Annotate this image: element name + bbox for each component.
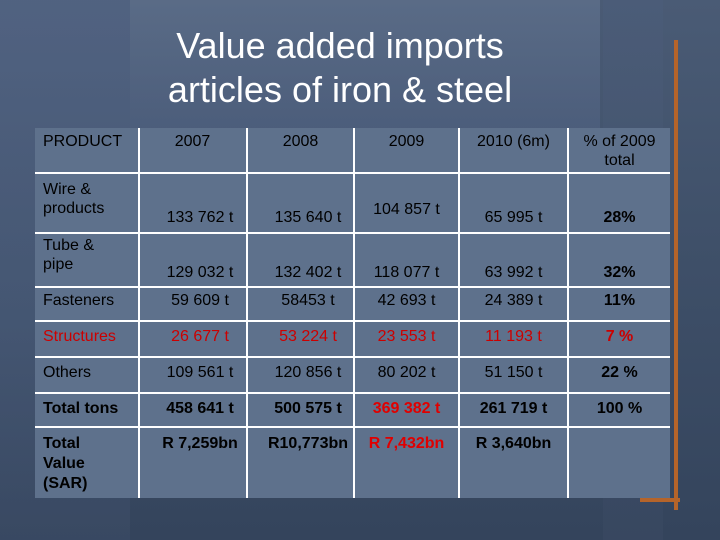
header-2008: 2008 [282, 133, 319, 150]
background-building-top [130, 0, 600, 130]
column-divider [458, 128, 460, 498]
cell-others-pct: 22 % [601, 364, 638, 381]
row-divider [35, 426, 670, 428]
row-divider [35, 356, 670, 358]
cell-tube-2008: 132 402 t [274, 264, 342, 281]
cell-total-value-2010: R 3,640bn [475, 435, 552, 452]
cell-tube-pct: 32% [603, 264, 636, 281]
cell-total-value-2007: R 7,259bn [162, 435, 238, 452]
column-divider [567, 128, 569, 498]
row-divider [35, 232, 670, 234]
row-divider [35, 320, 670, 322]
cell-wire-2010: 65 995 t [484, 209, 543, 226]
cell-total-value-2008: R10,773bn [267, 435, 349, 452]
column-divider [353, 128, 355, 498]
cell-structures-2008: 53 224 t [279, 328, 337, 345]
cell-structures-2007: 26 677 t [171, 328, 229, 345]
row-wire-label-line1: Wire & [43, 181, 91, 198]
cell-others-2008: 120 856 t [274, 364, 342, 381]
row-total-tons-label: Total tons [43, 400, 119, 417]
cell-wire-2009: 104 857 t [373, 201, 440, 218]
table-background [35, 128, 670, 498]
title-line-2: articles of iron & steel [167, 69, 513, 110]
row-divider [35, 392, 670, 394]
cell-others-2009: 80 202 t [377, 364, 436, 381]
row-divider [35, 286, 670, 288]
cell-others-2010: 51 150 t [484, 364, 543, 381]
cell-wire-2007: 133 762 t [166, 209, 234, 226]
slide-title: Value added imports articles of iron & s… [130, 24, 550, 112]
cell-tube-2010: 63 992 t [484, 264, 543, 281]
header-pct-2009-line1: % of 2009 [583, 133, 656, 150]
cell-fasteners-2007: 59 609 t [171, 292, 229, 309]
header-2009: 2009 [388, 133, 425, 150]
header-pct-2009-line2: total [604, 152, 635, 169]
row-others-label: Others [43, 364, 92, 381]
column-divider [246, 128, 248, 498]
cell-structures-pct: 7 % [605, 328, 634, 345]
row-total-value-label-line1: Total [43, 435, 81, 452]
row-structures-label: Structures [43, 328, 116, 345]
cell-fasteners-2008: 58453 t [281, 292, 335, 309]
row-tube-label-line1: Tube & [43, 237, 94, 254]
cell-total-tons-2007: 458 641 t [166, 400, 234, 417]
row-tube-label-line2: pipe [43, 256, 74, 273]
header-product: PRODUCT [43, 133, 123, 150]
column-divider [138, 128, 140, 498]
cell-total-tons-2009: 369 382 t [372, 400, 441, 417]
row-divider [35, 172, 670, 174]
title-line-1: Value added imports [176, 25, 504, 66]
cell-fasteners-2009: 42 693 t [377, 292, 436, 309]
row-total-value-label-line3: (SAR) [43, 475, 88, 492]
cell-total-tons-2008: 500 575 t [274, 400, 342, 417]
accent-orange-line-horizontal [640, 498, 680, 502]
row-fasteners-label: Fasteners [43, 292, 115, 309]
row-total-value-label-line2: Value [43, 455, 85, 472]
cell-wire-2008: 135 640 t [274, 209, 342, 226]
cell-fasteners-pct: 11% [603, 292, 636, 309]
header-2010-6m: 2010 (6m) [477, 133, 550, 150]
cell-structures-2010: 11 193 t [485, 328, 542, 345]
accent-orange-line [674, 40, 678, 510]
header-2007: 2007 [174, 133, 211, 150]
imports-table: PRODUCT 2007 2008 2009 2010 (6m) % of 20… [35, 128, 670, 498]
cell-structures-2009: 23 553 t [377, 328, 436, 345]
cell-wire-pct: 28% [603, 209, 636, 226]
row-wire-label-line2: products [43, 200, 105, 217]
cell-fasteners-2010: 24 389 t [484, 292, 543, 309]
cell-total-tons-2010: 261 719 t [479, 400, 548, 417]
cell-others-2007: 109 561 t [166, 364, 234, 381]
cell-tube-2007: 129 032 t [166, 264, 234, 281]
cell-tube-2009: 118 077 t [373, 264, 440, 281]
cell-total-value-2009: R 7,432bn [368, 435, 445, 452]
cell-total-tons-pct: 100 % [596, 400, 643, 417]
